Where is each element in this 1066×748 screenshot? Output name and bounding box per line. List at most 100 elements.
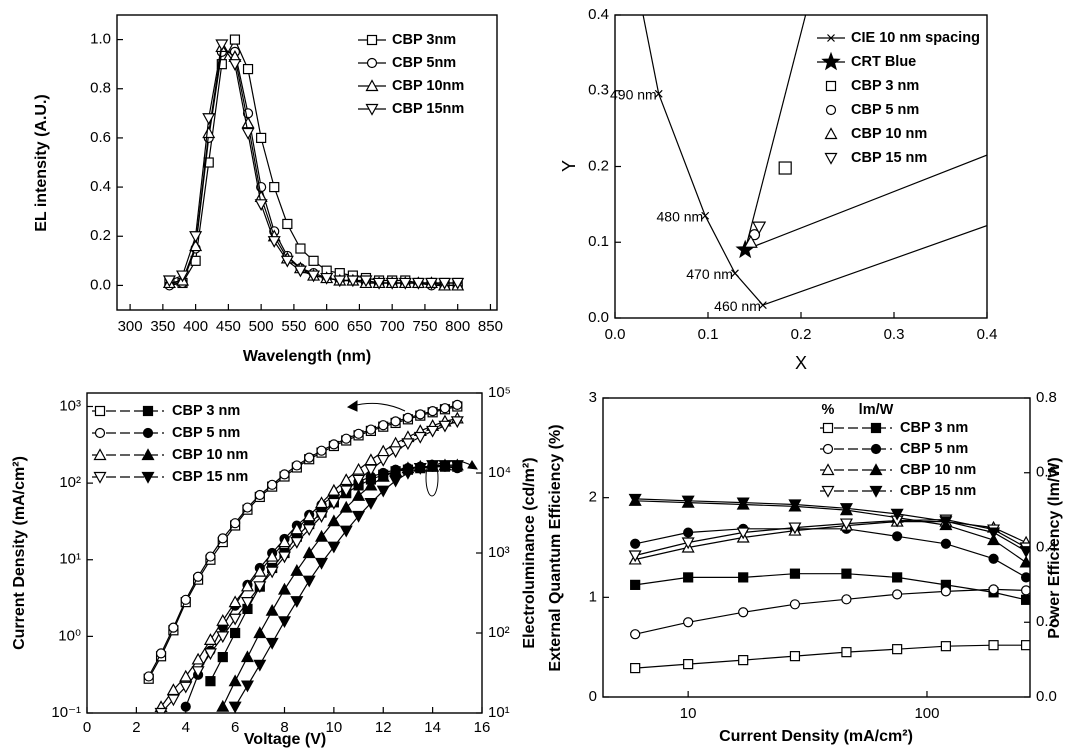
x-tick-label: 300	[118, 318, 143, 335]
y2-tick-label: 0.8	[1036, 389, 1057, 406]
data-point	[215, 39, 229, 52]
y-tick-label: 3	[589, 389, 597, 406]
legend-label: CBP 15 nm	[900, 483, 976, 499]
legend-label: CBP 3 nm	[900, 420, 968, 436]
legend-label: CBP 10 nm	[172, 447, 248, 463]
point-label: 470 nm	[686, 266, 733, 282]
y2-tick-label: 10¹	[488, 704, 510, 721]
data-point	[280, 255, 294, 268]
data-point	[413, 431, 427, 444]
data-point-y2	[892, 572, 903, 583]
data-point	[389, 446, 403, 459]
y-tick-label: 10²	[59, 474, 81, 491]
data-point	[359, 275, 373, 288]
x-tick-label: 450	[216, 318, 241, 335]
data-point	[191, 652, 205, 665]
legend-label: CBP 3 nm	[172, 403, 240, 419]
data-point	[307, 270, 321, 283]
data-point	[202, 113, 216, 125]
data-point	[290, 522, 304, 535]
y2-tick-label: 10⁴	[488, 464, 511, 481]
data-point	[736, 527, 750, 540]
data-point	[179, 681, 193, 694]
data-point	[630, 662, 641, 674]
legend-label: CIE 10 nm spacing	[851, 30, 980, 46]
data-point-y2	[364, 478, 378, 491]
data-point	[302, 524, 316, 536]
x-tick-label: 16	[474, 719, 491, 736]
data-point	[316, 445, 327, 456]
y-tick-label: 0.8	[90, 80, 111, 97]
data-point	[683, 617, 694, 628]
y2-axis-label: Power Efficiency (lm/W)	[1046, 457, 1063, 638]
legend-label: CBP 10 nm	[851, 126, 927, 142]
x-axis-label: X	[795, 353, 807, 373]
legend-marker	[822, 443, 834, 455]
data-point	[230, 518, 241, 529]
data-point-y2	[376, 485, 390, 498]
data-point-y2	[240, 650, 254, 663]
x-tick-label: 0.4	[977, 326, 998, 343]
legend-marker	[870, 443, 882, 455]
data-point	[202, 126, 216, 139]
data-point	[346, 275, 360, 288]
x-tick-label: 100	[914, 705, 939, 722]
data-point-y2	[364, 498, 378, 510]
x-tick-label: 0.2	[791, 326, 812, 343]
data-point	[277, 551, 292, 564]
data-point-y2	[683, 572, 694, 583]
x-tick-label: 0	[83, 719, 91, 736]
data-point-y2	[890, 508, 904, 521]
data-point	[205, 551, 216, 562]
data-point	[241, 116, 255, 129]
data-point	[254, 199, 268, 212]
locus-point	[654, 89, 663, 98]
data-point-y2	[265, 637, 279, 650]
data-point-y2	[738, 572, 749, 583]
legend-label: CBP 5 nm	[900, 441, 968, 457]
locus-point	[701, 211, 710, 220]
point-label: 460 nm	[714, 298, 761, 314]
legend-header: %	[822, 402, 835, 418]
legend-marker	[824, 127, 838, 140]
legend-marker	[869, 463, 883, 476]
data-point	[738, 655, 749, 666]
data-point-y2	[240, 680, 254, 693]
data-point-y2	[939, 516, 953, 529]
data-point	[1020, 585, 1030, 596]
data-point	[295, 243, 306, 254]
data-point	[269, 181, 280, 193]
point-label: 490 nm	[610, 86, 657, 102]
data-point	[192, 571, 204, 582]
data-point-y2	[681, 495, 695, 508]
plot-area	[642, 15, 987, 310]
gamut-line	[744, 15, 807, 250]
data-point-y2	[401, 467, 415, 480]
y-tick-label: 0.6	[90, 129, 111, 146]
data-point	[320, 272, 334, 285]
data-point	[743, 234, 758, 248]
data-point-y2	[987, 533, 1001, 546]
y2-axis-label: Electroluminance (cd/m²)	[521, 457, 538, 648]
legend-label: CBP 5nm	[392, 55, 456, 71]
legend-marker	[869, 485, 883, 498]
data-point	[240, 579, 254, 592]
y-tick-label: 0	[589, 688, 597, 705]
data-point	[752, 221, 767, 235]
data-point-y2	[892, 531, 903, 542]
data-point	[291, 460, 302, 471]
data-point-y2	[630, 538, 641, 549]
legend-marker	[366, 57, 378, 69]
data-point	[841, 647, 852, 658]
data-point	[940, 586, 951, 597]
x-tick-label: 0.0	[605, 326, 626, 343]
data-point-y2	[290, 564, 304, 576]
data-point	[155, 648, 167, 659]
data-point	[451, 277, 465, 290]
x-tick-label: 0.3	[884, 326, 905, 343]
data-point-y2	[736, 497, 750, 510]
data-point-y2	[1019, 546, 1030, 558]
data-point	[302, 509, 316, 522]
x-axis-label: Voltage (V)	[244, 731, 326, 748]
data-point-y2	[1019, 555, 1030, 568]
